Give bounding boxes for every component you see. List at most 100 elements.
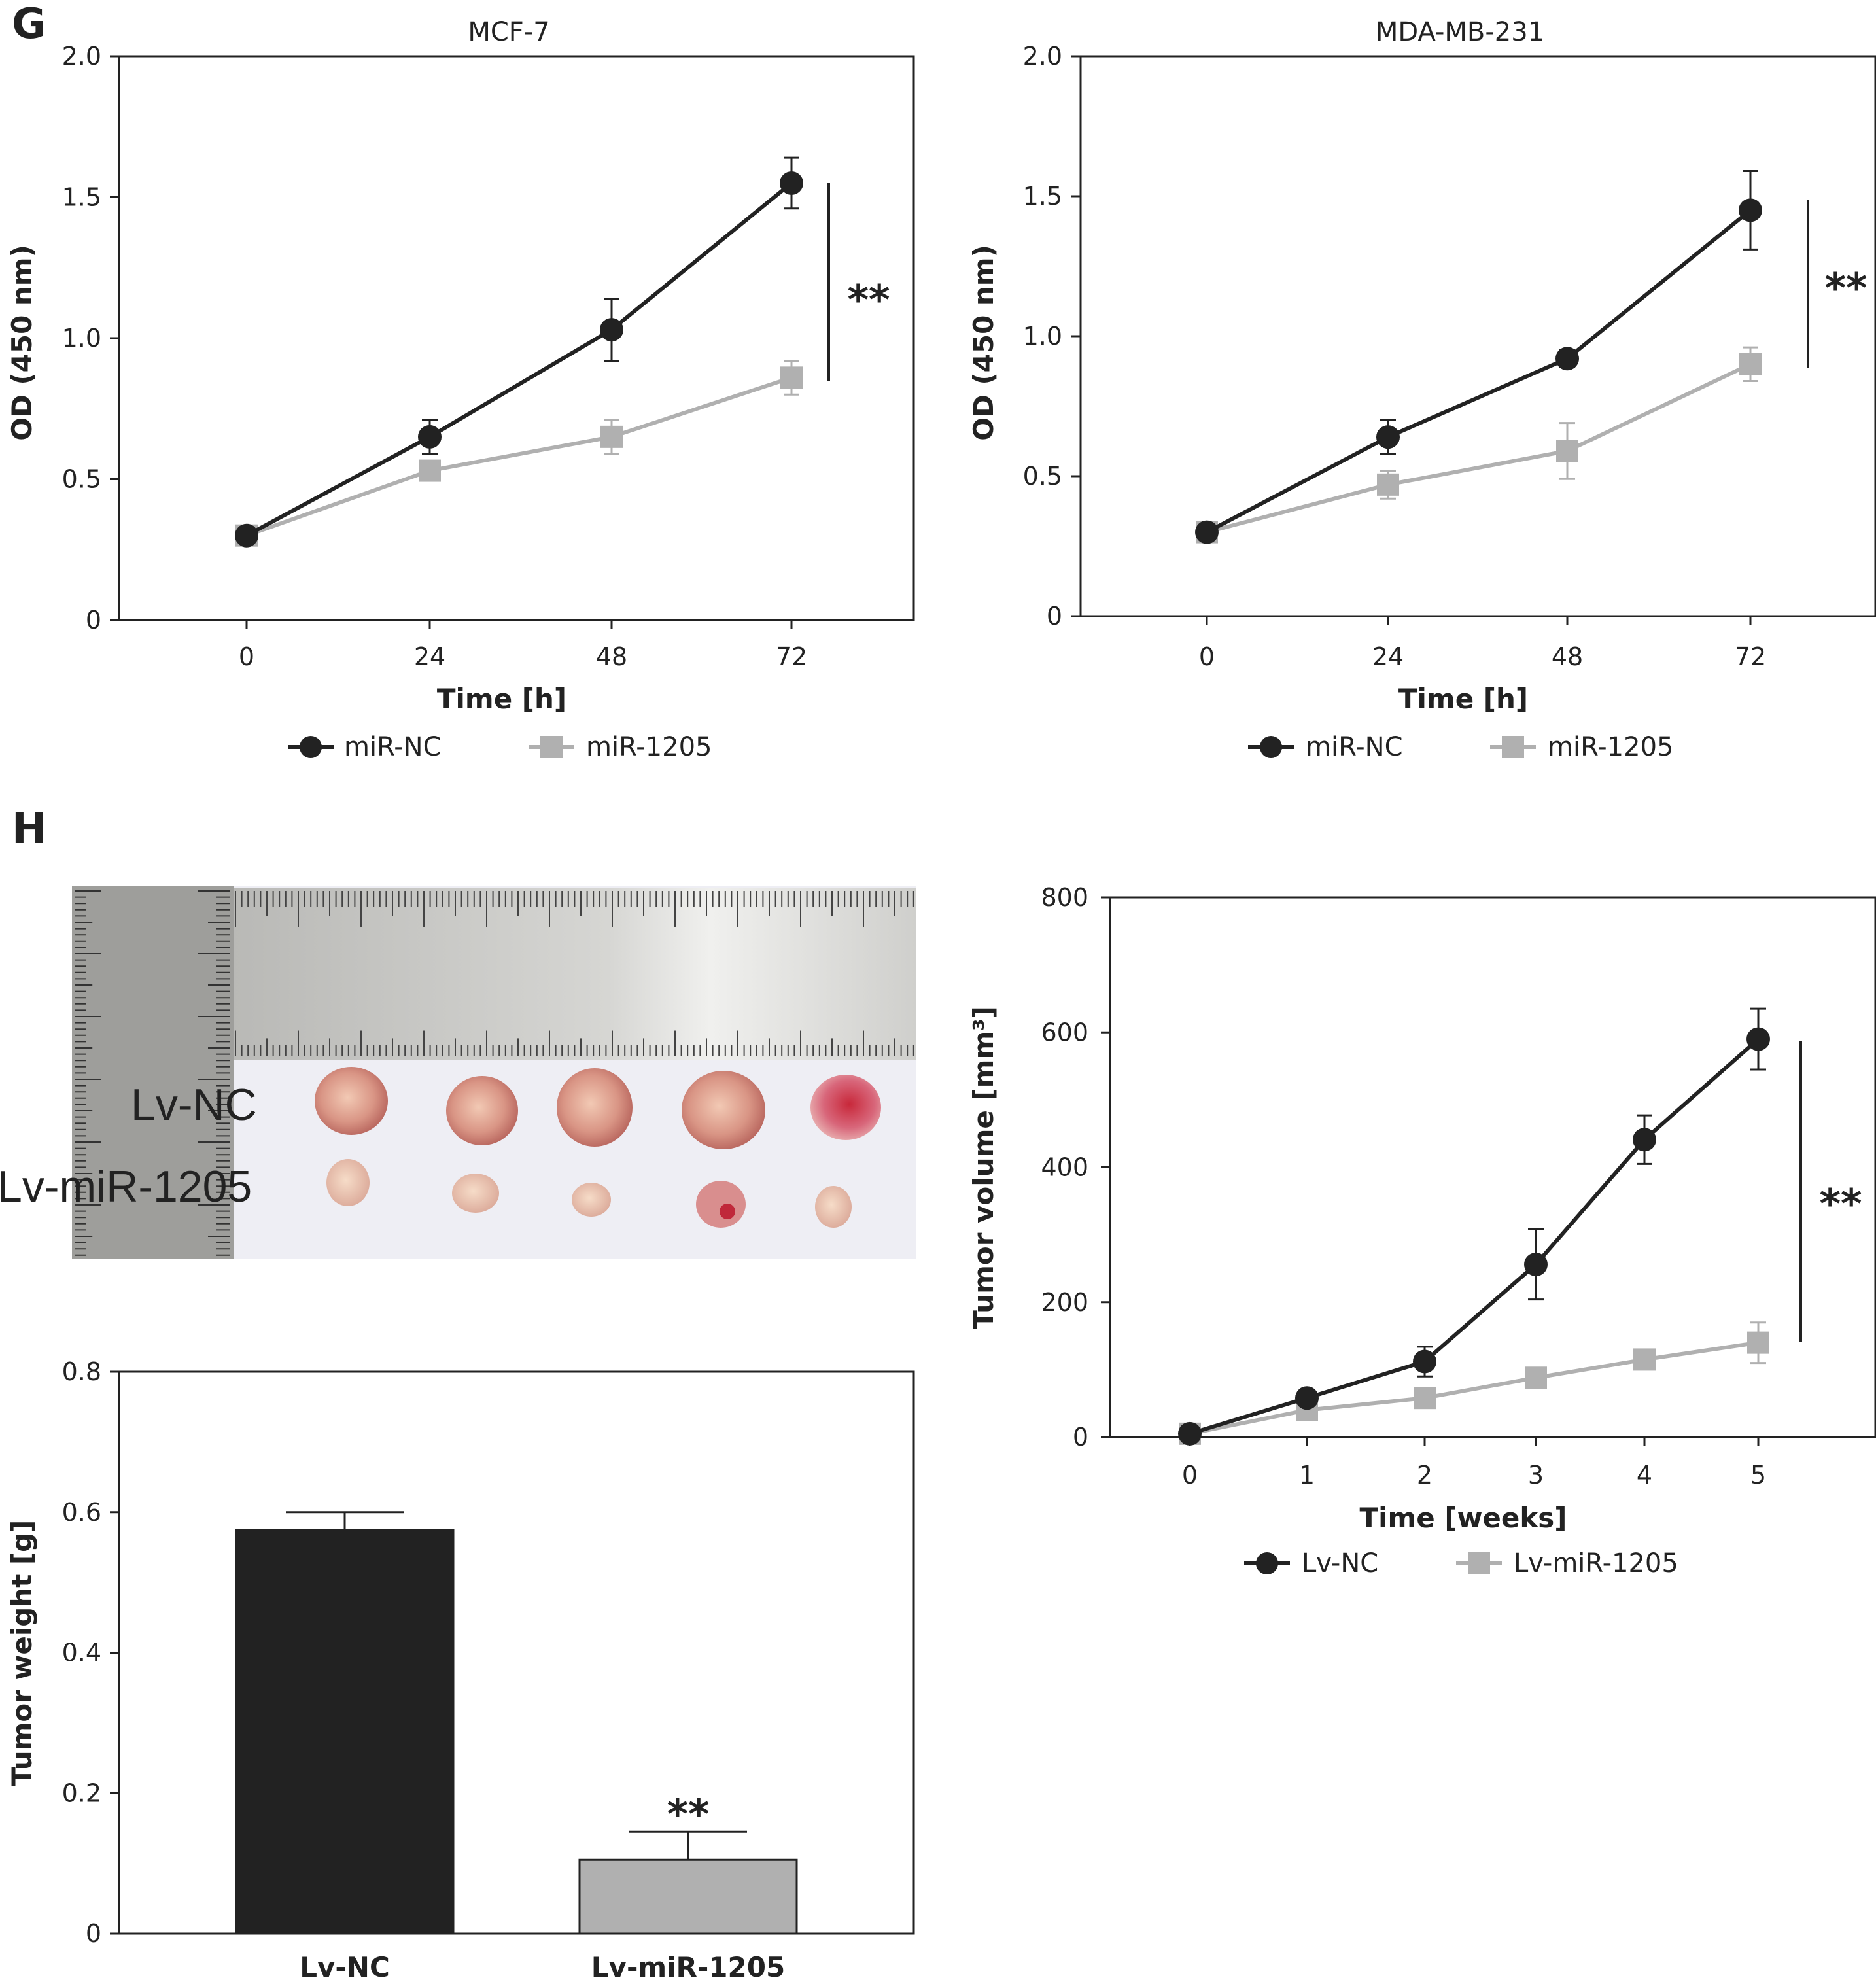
- tumor-spot: [720, 1204, 735, 1219]
- data-point-circle: [1524, 1253, 1548, 1276]
- y-tick-label: 0.4: [62, 1639, 101, 1667]
- x-tick-label: 0: [1199, 642, 1215, 671]
- y-tick-label: 1.5: [1023, 182, 1062, 211]
- data-point-circle: [1178, 1421, 1202, 1446]
- x-axis-label: Time [weeks]: [1359, 1502, 1567, 1534]
- y-tick-label: 200: [1041, 1288, 1088, 1317]
- tumor-lv-mir-1205: [452, 1174, 499, 1213]
- bar-lv-nc: [235, 1529, 455, 1935]
- legend-marker-circle: [300, 736, 322, 758]
- x-tick-label: 72: [776, 642, 807, 671]
- y-tick-label: 2.0: [62, 42, 101, 71]
- chart-mda-mb-231: MDA-MB-231 0 0.5 1.0 1.5 2.0 0 24 48 72 OD (450…: [967, 17, 1876, 762]
- chart-mcf7: MCF-7 00.51.01.52.0 0 24 48 72 OD (450 nm) …: [6, 17, 915, 762]
- legend-label: Lv-NC: [1302, 1548, 1378, 1578]
- tumor-lv-nc: [810, 1075, 881, 1140]
- x-tick-label: 24: [414, 642, 445, 671]
- x-axis-label: Time [h]: [1398, 683, 1528, 715]
- tumor-lv-mir-1205: [696, 1181, 746, 1228]
- data-point-square: [419, 459, 441, 482]
- x-tick-label: 2: [1417, 1461, 1433, 1489]
- data-point-circle: [780, 171, 803, 195]
- panel-letter-h: H: [12, 805, 47, 853]
- y-tick-label: 0.5: [1023, 462, 1062, 491]
- data-point-square: [1414, 1387, 1436, 1410]
- series-line-mir: [1206, 362, 1752, 534]
- plot-marks: Lv-NC Lv-miR-1205: [235, 1511, 798, 1982]
- tumor-lv-mir-1205: [815, 1186, 852, 1228]
- y-axis: 0 200 400 600 800: [1041, 883, 1110, 1452]
- significance-mark: **: [848, 276, 890, 324]
- x-tick-label: 4: [1637, 1461, 1652, 1489]
- legend-label: miR-NC: [1306, 732, 1403, 762]
- legend-marker-square: [1468, 1552, 1490, 1574]
- plot-marks: [1195, 169, 1762, 544]
- y-axis-label: OD (450 nm): [967, 245, 999, 441]
- tumor-lv-nc: [446, 1076, 518, 1145]
- y-tick-label: 0.5: [62, 465, 101, 494]
- legend: Lv-NC Lv-miR-1205: [1244, 1548, 1678, 1578]
- tumor-lv-mir-1205: [572, 1183, 611, 1217]
- legend-marker-circle: [1260, 736, 1282, 758]
- data-point-circle: [235, 523, 258, 548]
- x-tick-label: 48: [596, 642, 627, 671]
- y-tick-label: 0: [1047, 602, 1062, 631]
- horizontal-ruler: [232, 888, 916, 1060]
- legend: miR-NC miR-1205: [1248, 732, 1673, 762]
- data-point-circle: [1633, 1128, 1656, 1152]
- y-tick-label: 0.2: [62, 1779, 101, 1807]
- chart-title: MDA-MB-231: [1376, 17, 1544, 47]
- x-tick-label: 24: [1372, 642, 1404, 671]
- legend-marker-square: [540, 736, 563, 758]
- series-line-nc: [1189, 1037, 1760, 1436]
- photo-label-lv-mir-1205: Lv-miR-1205: [0, 1162, 252, 1211]
- data-point-square: [1556, 440, 1578, 462]
- data-point-circle: [1195, 520, 1219, 544]
- y-tick-label: 1.5: [62, 183, 101, 212]
- y-tick-label: 0: [1073, 1423, 1088, 1452]
- y-tick-label: 0.6: [62, 1498, 101, 1527]
- y-tick-label: 1.0: [1023, 322, 1062, 351]
- data-point-square: [780, 366, 803, 389]
- plot-marks: [235, 156, 803, 548]
- x-axis: 0 1 2 3 4 5: [1182, 1437, 1766, 1489]
- series-line-mir: [245, 375, 792, 538]
- y-tick-label: 2.0: [1023, 42, 1062, 71]
- x-tick-label: 48: [1552, 642, 1583, 671]
- legend-marker-square: [1502, 736, 1524, 758]
- data-point-square: [600, 425, 623, 448]
- tumor-photo: Lv-NC Lv-miR-1205: [0, 886, 916, 1259]
- y-tick-label: 0.8: [62, 1357, 101, 1386]
- ruler-ticks: [75, 890, 914, 1256]
- data-point-circle: [1295, 1386, 1319, 1410]
- y-axis-label: OD (450 nm): [6, 245, 38, 441]
- legend-marker-circle: [1256, 1552, 1278, 1574]
- x-tick-label: 1: [1299, 1461, 1315, 1489]
- legend-label: Lv-miR-1205: [1514, 1548, 1678, 1578]
- data-point-circle: [1739, 198, 1762, 222]
- x-axis-label: Time [h]: [437, 683, 566, 715]
- y-axis: 0 0.2 0.4 0.6 0.8: [62, 1357, 119, 1948]
- y-tick-label: 0: [86, 606, 101, 635]
- x-tick-label: 72: [1735, 642, 1766, 671]
- significance-mark: **: [1825, 264, 1867, 312]
- x-category-label: Lv-NC: [300, 1951, 390, 1982]
- legend-label: miR-1205: [586, 732, 712, 762]
- legend: miR-NC miR-1205: [288, 732, 712, 762]
- x-tick-label: 0: [1182, 1461, 1198, 1489]
- series-line-nc: [1206, 209, 1752, 534]
- y-tick-label: 800: [1041, 883, 1088, 912]
- y-axis: 0 0.5 1.0 1.5 2.0: [62, 42, 119, 635]
- data-point-square: [1739, 353, 1762, 375]
- data-point-circle: [600, 318, 623, 342]
- data-point-square: [1525, 1366, 1547, 1389]
- data-point-circle: [1376, 425, 1400, 449]
- data-point-circle: [1413, 1349, 1436, 1374]
- bar-lv-mir-1205: [578, 1858, 798, 1935]
- x-axis: 0 24 48 72: [1199, 616, 1766, 671]
- significance-mark: **: [1820, 1180, 1862, 1228]
- y-axis-label: Tumor weight [g]: [6, 1520, 38, 1786]
- photo-label-lv-nc: Lv-NC: [131, 1080, 257, 1130]
- tumor-lv-mir-1205: [326, 1159, 370, 1206]
